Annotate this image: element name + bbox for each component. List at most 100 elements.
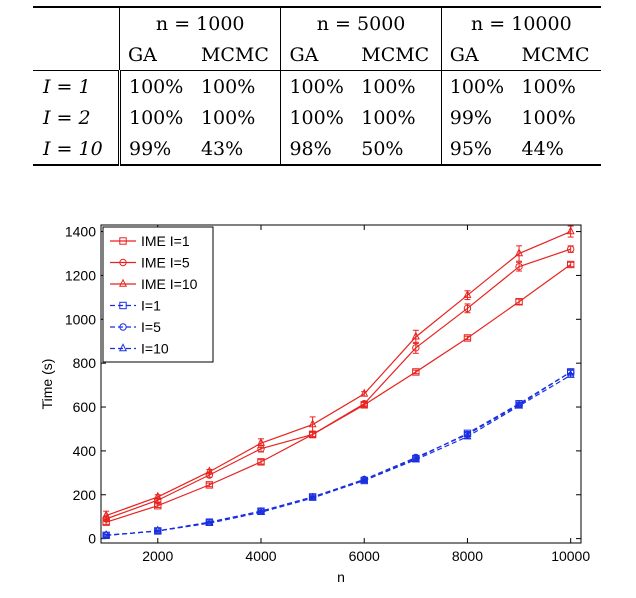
data-point xyxy=(566,369,575,378)
table-cell: 100% xyxy=(361,75,416,98)
table-cell: 100% xyxy=(280,102,354,133)
table-cell: 100% xyxy=(361,106,416,129)
y-tick-label: 200 xyxy=(73,487,97,503)
legend-label: I=5 xyxy=(141,319,161,335)
legend-marker xyxy=(119,258,127,267)
data-point xyxy=(566,226,575,235)
table-cell: 95% xyxy=(440,133,514,165)
legend-marker xyxy=(119,301,127,310)
data-point xyxy=(515,298,523,306)
table-subheader: MCMC xyxy=(192,39,281,71)
table-corner-cell xyxy=(33,7,120,39)
results-table: n = 1000 n = 5000 n = 10000 GA MCMC GA M… xyxy=(33,6,601,166)
series-layer xyxy=(102,225,575,540)
table-row-label: I = 1 xyxy=(43,75,91,98)
y-tick-label: 1400 xyxy=(65,224,96,240)
series-ime-i5 xyxy=(102,245,575,523)
series-ime-i10 xyxy=(102,225,575,521)
legend-marker xyxy=(118,278,128,287)
data-point xyxy=(257,458,265,466)
y-axis-label: Time (s) xyxy=(39,359,55,410)
table-corner-cell-2 xyxy=(33,39,120,71)
x-tick-label: 2000 xyxy=(142,548,173,564)
data-point xyxy=(256,437,266,446)
table-row: I = 2 100% 100% 100% 100% 99% 100% xyxy=(33,102,601,133)
data-point xyxy=(308,492,317,501)
table-row-label: I = 10 xyxy=(43,137,103,160)
table-cell: 100% xyxy=(200,75,256,98)
y-tick-label: 800 xyxy=(73,355,97,371)
data-point xyxy=(566,260,575,269)
table-subheader: GA xyxy=(440,39,514,71)
data-point xyxy=(360,475,369,484)
table-header-row-sub: GA MCMC GA MCMC GA MCMC xyxy=(33,39,601,71)
data-point xyxy=(205,466,214,475)
legend-label: IME I=5 xyxy=(141,255,190,271)
data-point xyxy=(515,400,524,409)
table-cell: 98% xyxy=(280,133,354,165)
table-header-row-top: n = 1000 n = 5000 n = 10000 xyxy=(33,7,601,39)
data-point xyxy=(411,331,420,340)
table-subheader: MCMC xyxy=(353,39,442,71)
table-cell: 100% xyxy=(117,70,193,102)
table-cell: 99% xyxy=(117,133,193,165)
legend-label: I=1 xyxy=(141,298,161,314)
legend-label: IME I=1 xyxy=(141,233,190,249)
x-tick-label: 10000 xyxy=(551,548,590,564)
table-subheader: GA xyxy=(280,39,354,71)
table-cell: 100% xyxy=(117,102,193,133)
table-cell: 100% xyxy=(440,70,514,102)
series-line xyxy=(105,248,571,520)
x-tick-label: 6000 xyxy=(349,548,380,564)
time-chart: 2000 4000 6000 8000 10000 0 200 400 600 800 1000 12… xyxy=(39,224,591,585)
data-point xyxy=(153,491,162,500)
x-tick-label: 8000 xyxy=(452,548,483,564)
legend-label: I=10 xyxy=(141,341,169,357)
x-tick-label: 4000 xyxy=(245,548,276,564)
data-point xyxy=(360,388,369,397)
data-point xyxy=(360,400,368,408)
table-row: I = 1 100% 100% 100% 100% 100% 100% xyxy=(33,70,601,102)
y-tick-label: 600 xyxy=(73,399,97,415)
table-header-n10000: n = 10000 xyxy=(440,7,601,39)
legend-box xyxy=(102,226,214,363)
data-point xyxy=(205,481,214,489)
table-cell: 43% xyxy=(200,137,244,160)
table-cell: 100% xyxy=(521,75,576,98)
table-row-label: I = 2 xyxy=(43,106,91,129)
table-cell: 44% xyxy=(521,137,564,160)
data-point xyxy=(256,506,266,515)
data-point xyxy=(412,344,420,352)
table-cell: 100% xyxy=(200,106,256,129)
table-cell: 99% xyxy=(440,102,514,133)
data-point xyxy=(463,334,472,342)
data-point xyxy=(566,245,575,253)
table-row: I = 10 99% 43% 98% 50% 95% 44% xyxy=(33,133,601,165)
data-point xyxy=(153,525,162,534)
data-point xyxy=(411,454,420,463)
data-point xyxy=(463,289,472,298)
data-point xyxy=(463,304,472,313)
table-cell: 100% xyxy=(521,106,576,129)
series-i10 xyxy=(102,369,575,539)
data-point xyxy=(308,419,317,428)
table-header-n5000: n = 5000 xyxy=(280,7,442,39)
legend-marker xyxy=(119,323,127,331)
table-subheader: MCMC xyxy=(513,39,601,71)
data-point xyxy=(102,510,111,519)
y-tick-label: 1000 xyxy=(65,311,96,327)
legend-marker xyxy=(118,343,128,352)
axis-ticks: 2000 4000 6000 8000 10000 0 200 400 600 800 1000 12… xyxy=(65,224,591,564)
y-tick-label: 0 xyxy=(88,531,96,547)
data-point xyxy=(102,530,111,539)
results-table-container: n = 1000 n = 5000 n = 10000 GA MCMC GA M… xyxy=(33,6,601,166)
legend: IME I=1 IME I=5 IME I=10 I=1 I=5 I=10 xyxy=(102,226,214,363)
table-cell: 50% xyxy=(361,137,404,160)
data-point xyxy=(463,431,472,440)
y-tick-label: 1200 xyxy=(65,267,96,283)
y-tick-label: 400 xyxy=(73,443,97,459)
series-line xyxy=(105,231,571,517)
data-point xyxy=(515,248,524,257)
x-axis-label: n xyxy=(337,569,345,585)
legend-marker xyxy=(119,237,127,245)
